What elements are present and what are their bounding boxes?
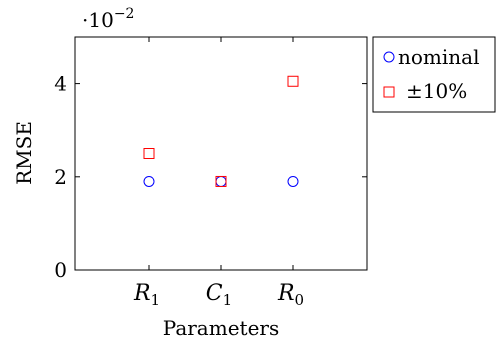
point-nominal (143, 175, 155, 187)
point-nominal (287, 175, 299, 187)
y-multiplier-base: ·10 (82, 8, 114, 32)
marks-layer (143, 75, 299, 187)
legend-marker-nominal (383, 51, 395, 63)
point-nominal (215, 175, 227, 187)
x-tick-label-symbol: R (277, 281, 295, 306)
x-tick-label-subscript: 1 (223, 291, 233, 309)
x-axis-label: Parameters (163, 316, 279, 340)
x-tick-label-subscript: 1 (151, 291, 161, 309)
legend-label-nominal: nominal (398, 45, 479, 69)
y-multiplier-exponent: −2 (114, 6, 135, 22)
y-tick-label: 4 (54, 72, 67, 96)
x-tick-label: R1 (133, 281, 160, 309)
y-multiplier-label: ·10−2 (82, 6, 134, 32)
x-tick-label-subscript: 0 (295, 291, 305, 309)
point-pm10 (287, 75, 299, 87)
y-tick-label: 2 (54, 165, 67, 189)
x-tick-label-symbol: C (206, 281, 223, 306)
legend: nominal ±10% (372, 36, 496, 113)
point-pm10 (143, 148, 155, 159)
x-tick-label-symbol: R (133, 281, 151, 306)
legend-box (372, 36, 496, 113)
point-pm10 (215, 175, 227, 187)
legend-marker-pm10 (383, 86, 395, 98)
y-tick-label: 0 (54, 258, 67, 282)
y-axis-label: RMSE (12, 121, 36, 185)
x-tick-label: C1 (206, 281, 232, 309)
x-tick-label: R0 (277, 281, 304, 309)
legend-label-pm10: ±10% (406, 79, 467, 103)
plot-area (74, 36, 368, 271)
